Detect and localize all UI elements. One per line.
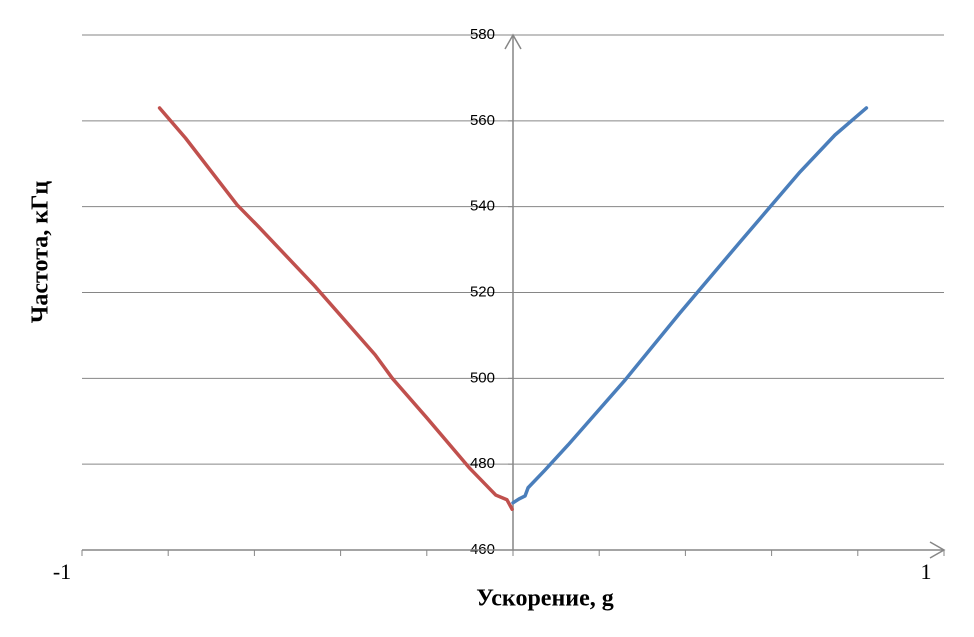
y-axis-arrow — [504, 33, 522, 50]
y-tick-label: 500 — [470, 369, 495, 386]
y-tick-label: 560 — [470, 112, 495, 129]
y-axis-title: Частота, кГц — [28, 181, 54, 324]
y-tick-label: 480 — [470, 455, 495, 472]
x-tick-label: -1 — [53, 559, 71, 584]
y-tick-label: 540 — [470, 198, 495, 215]
y-tick-label: 520 — [470, 283, 495, 300]
x-axis-title: Ускорение, g — [476, 586, 614, 612]
x-tick-label: 1 — [921, 559, 932, 584]
y-tick-label: 580 — [470, 26, 495, 43]
series-line — [157, 106, 514, 511]
series-line — [511, 106, 869, 505]
